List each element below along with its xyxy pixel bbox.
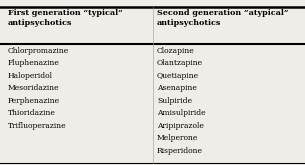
Text: Clozapine: Clozapine [157, 47, 195, 54]
Text: Haloperidol: Haloperidol [8, 72, 53, 80]
Text: Mesoridazine: Mesoridazine [8, 84, 59, 92]
Text: Risperidone: Risperidone [157, 147, 203, 155]
Text: Aripiprazole: Aripiprazole [157, 122, 204, 130]
Text: First generation “typical”
antipsychotics: First generation “typical” antipsychotic… [8, 9, 122, 27]
Text: Second generation “atypical”
antipsychotics: Second generation “atypical” antipsychot… [157, 9, 289, 27]
Text: Trifluoperazine: Trifluoperazine [8, 122, 66, 130]
Text: Sulpiride: Sulpiride [157, 97, 192, 105]
Text: Quetiapine: Quetiapine [157, 72, 199, 80]
Text: Fluphenazine: Fluphenazine [8, 59, 59, 67]
Text: Melperone: Melperone [157, 134, 199, 142]
Text: Perphenazine: Perphenazine [8, 97, 60, 105]
Text: Amisulpiride: Amisulpiride [157, 109, 206, 117]
Text: Chlorpromazine: Chlorpromazine [8, 47, 69, 54]
Text: Olantzapine: Olantzapine [157, 59, 203, 67]
Text: Asenapine: Asenapine [157, 84, 197, 92]
Text: Thioridazine: Thioridazine [8, 109, 56, 117]
